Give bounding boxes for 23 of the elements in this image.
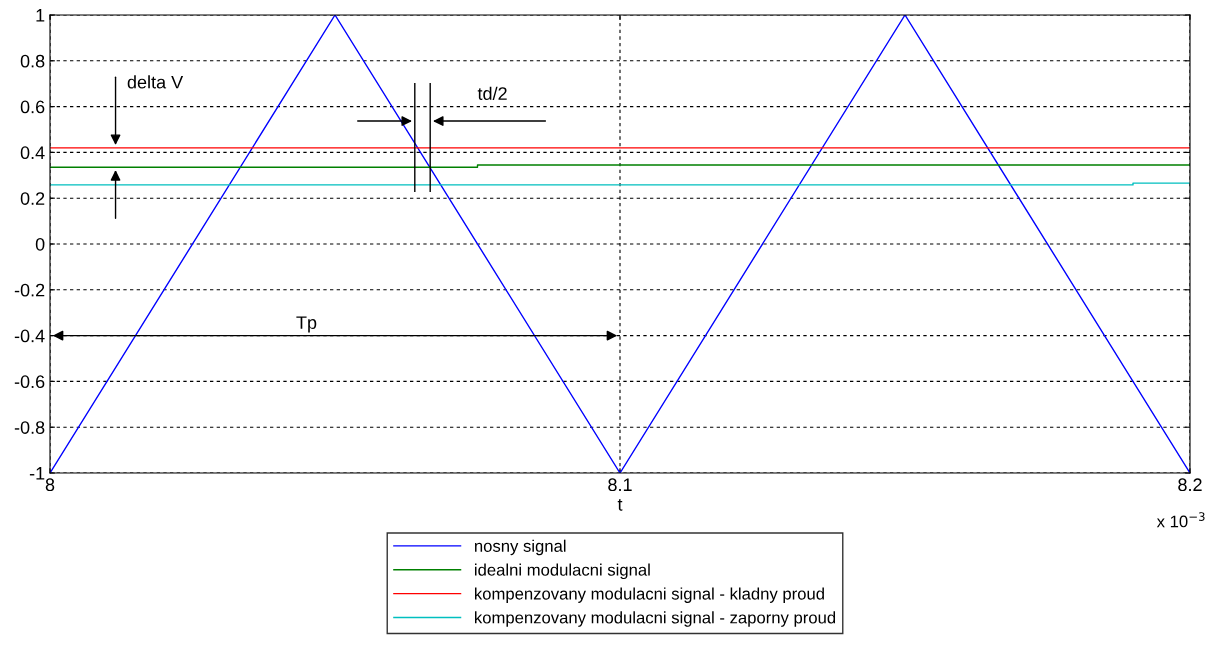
- legend-label: nosny signal: [475, 539, 566, 556]
- y-tick-label: 0.6: [20, 100, 45, 114]
- y-tick-label: -0.2: [14, 283, 45, 297]
- x-axis-title: t: [617, 498, 623, 511]
- x-tick-label: 8: [45, 478, 55, 492]
- annotation: delta V: [127, 75, 184, 89]
- y-tick-label: 0.4: [20, 146, 45, 160]
- y-tick-label: 0: [35, 237, 45, 251]
- y-tick-label: -1: [29, 467, 45, 480]
- y-tick-label: 0.8: [20, 54, 45, 68]
- annotation: Tp: [296, 316, 317, 333]
- annotation: td/2: [477, 86, 507, 100]
- y-tick-label: -0.4: [14, 329, 45, 343]
- text: x 10$^{−3}$: [1156, 512, 1205, 528]
- y-tick-label: 0.2: [20, 192, 45, 205]
- x-tick-label: 8.2: [1178, 478, 1202, 492]
- legend-label: kompenzovany modulacni signal - zaporny proud: [475, 611, 836, 627]
- x-tick-label: 8.1: [608, 478, 632, 492]
- legend-label: idealni modulacni signal: [475, 563, 650, 580]
- y-tick-label: -0.8: [14, 421, 45, 434]
- y-tick-label: 1: [36, 9, 45, 22]
- legend-label: kompenzovany modulacni signal - kladny proud: [475, 587, 824, 603]
- y-tick-label: -0.6: [14, 375, 45, 389]
